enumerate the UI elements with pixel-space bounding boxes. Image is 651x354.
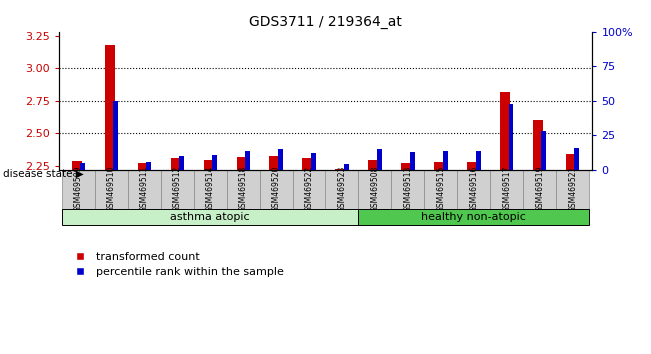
Bar: [292, 170, 326, 209]
Text: GSM469515: GSM469515: [436, 166, 445, 212]
Bar: [574, 148, 579, 170]
Legend: transformed count, percentile rank within the sample: transformed count, percentile rank withi…: [64, 247, 288, 282]
Bar: [80, 163, 85, 170]
Text: GSM469522: GSM469522: [305, 166, 314, 212]
Text: GSM469517: GSM469517: [502, 166, 511, 212]
Bar: [409, 152, 415, 170]
Text: GSM469519: GSM469519: [535, 166, 544, 212]
Text: GSM469512: GSM469512: [173, 166, 182, 212]
Bar: [377, 149, 381, 170]
Bar: [500, 92, 510, 170]
Bar: [260, 170, 292, 209]
Text: GSM469523: GSM469523: [337, 166, 346, 212]
Bar: [95, 170, 128, 209]
Bar: [533, 120, 543, 170]
Bar: [542, 131, 546, 170]
Bar: [335, 169, 345, 170]
Bar: [179, 156, 184, 170]
Text: GSM469511: GSM469511: [140, 166, 149, 212]
Bar: [359, 170, 391, 209]
Title: GDS3711 / 219364_at: GDS3711 / 219364_at: [249, 16, 402, 29]
Bar: [245, 150, 250, 170]
Bar: [128, 170, 161, 209]
Bar: [457, 170, 490, 209]
Bar: [62, 170, 95, 209]
Bar: [359, 209, 589, 225]
Bar: [105, 45, 115, 170]
Bar: [326, 170, 359, 209]
Bar: [311, 153, 316, 170]
Bar: [556, 170, 589, 209]
Bar: [204, 160, 214, 170]
Bar: [171, 158, 180, 170]
Bar: [401, 164, 411, 170]
Bar: [227, 170, 260, 209]
Bar: [62, 209, 359, 225]
Text: GSM469513: GSM469513: [404, 166, 412, 212]
Bar: [303, 158, 312, 170]
Bar: [161, 170, 194, 209]
Bar: [566, 154, 576, 170]
Text: asthma atopic: asthma atopic: [171, 212, 250, 222]
Bar: [391, 170, 424, 209]
Bar: [523, 170, 556, 209]
Bar: [137, 164, 148, 170]
Bar: [194, 170, 227, 209]
Bar: [476, 150, 480, 170]
Bar: [508, 104, 514, 170]
Text: GSM469514: GSM469514: [206, 166, 215, 212]
Bar: [278, 149, 283, 170]
Bar: [434, 162, 444, 170]
Bar: [212, 155, 217, 170]
Bar: [72, 161, 81, 170]
Text: GSM469520: GSM469520: [271, 166, 281, 212]
Text: GSM469518: GSM469518: [239, 166, 247, 212]
Text: GSM469510: GSM469510: [107, 166, 116, 212]
Bar: [368, 160, 378, 170]
Text: disease state ▶: disease state ▶: [3, 169, 84, 178]
Bar: [490, 170, 523, 209]
Text: GSM469521: GSM469521: [568, 166, 577, 212]
Text: healthy non-atopic: healthy non-atopic: [421, 212, 526, 222]
Bar: [467, 162, 477, 170]
Text: GSM469508: GSM469508: [370, 166, 380, 212]
Bar: [236, 157, 247, 170]
Text: GSM469516: GSM469516: [469, 166, 478, 212]
Bar: [443, 150, 448, 170]
Bar: [113, 101, 118, 170]
Bar: [270, 156, 279, 170]
Bar: [344, 164, 349, 170]
Text: GSM469509: GSM469509: [74, 166, 83, 212]
Bar: [424, 170, 457, 209]
Bar: [146, 162, 151, 170]
